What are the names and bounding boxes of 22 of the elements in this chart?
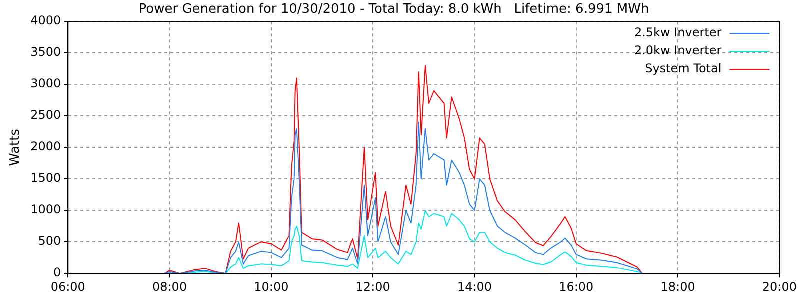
x-tick-label: 16:00 bbox=[559, 280, 594, 294]
y-tick-label: 3500 bbox=[30, 45, 62, 60]
y-axis-title: Watts bbox=[8, 128, 24, 166]
x-tick-label: 20:00 bbox=[762, 280, 798, 294]
y-tick-label: 1500 bbox=[30, 171, 62, 186]
legend-label: 2.0kw Inverter bbox=[634, 44, 722, 58]
chart-title: Power Generation for 10/30/2010 - Total Today: 8.0 kWh Lifetime: 6.991 MWh bbox=[138, 2, 650, 18]
x-tick-label: 18:00 bbox=[660, 280, 696, 294]
x-tick-label: 06:00 bbox=[50, 280, 86, 294]
x-tick-label: 08:00 bbox=[152, 280, 188, 294]
legend-label: 2.5kw Inverter bbox=[634, 26, 722, 40]
y-tick-label: 500 bbox=[38, 234, 62, 248]
y-tick-label: 0 bbox=[54, 266, 62, 280]
x-tick-label: 10:00 bbox=[254, 280, 289, 294]
y-tick-label: 1000 bbox=[30, 202, 62, 217]
y-tick-label: 3000 bbox=[30, 76, 62, 91]
x-tick-label: 14:00 bbox=[457, 280, 492, 294]
y-tick-label: 4000 bbox=[30, 14, 62, 28]
y-tick-label: 2000 bbox=[30, 140, 62, 154]
x-tick-label: 12:00 bbox=[356, 280, 390, 294]
y-tick-label: 2500 bbox=[30, 108, 62, 122]
legend-label: System Total bbox=[645, 62, 722, 76]
